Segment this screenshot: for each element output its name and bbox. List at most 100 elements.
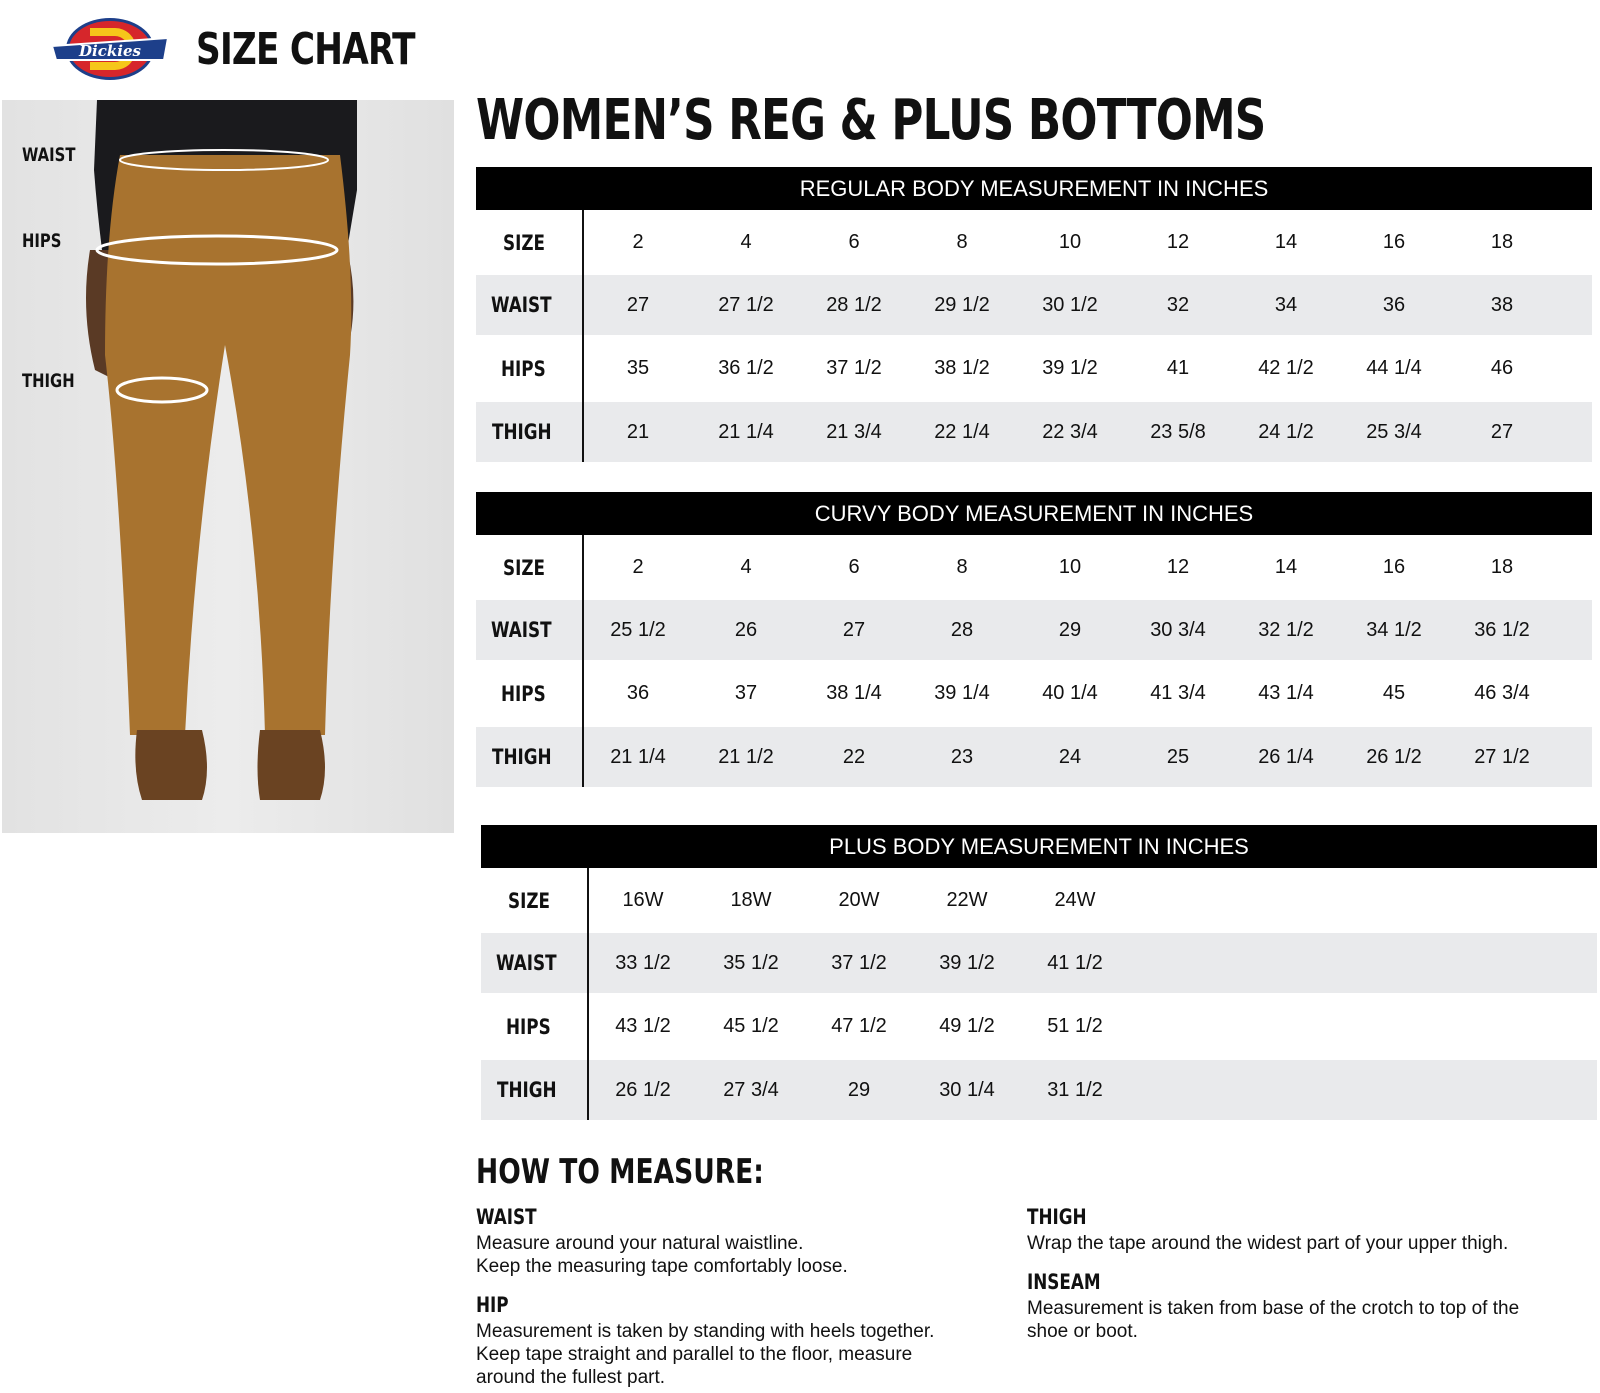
table-cell: 42 1/2 (1258, 357, 1314, 379)
table-cell: 27 1/2 (718, 293, 774, 316)
table-cell: 14 (1274, 556, 1298, 578)
svg-text:Dickies: Dickies (78, 42, 141, 60)
table-cell: 47 1/2 (831, 1015, 887, 1037)
how-to-measure-title: HOW TO MEASURE: (476, 1152, 764, 1192)
row-label: THIGH (476, 402, 584, 462)
table-title: CURVY BODY MEASUREMENT IN INCHES (814, 500, 1254, 526)
table-cell: 33 1/2 (615, 951, 671, 974)
table-cell: 27 3/4 (723, 1078, 779, 1101)
table-cell: 30 1/2 (1042, 293, 1098, 316)
table-cell: 28 1/2 (826, 293, 882, 316)
table-cell: 46 3/4 (1474, 682, 1530, 704)
size-table-curvy: CURVY BODY MEASUREMENT IN INCHES SIZE 2 4 6 8… (476, 492, 1592, 787)
table-cell: 36 1/2 (1474, 618, 1530, 641)
hip-text: Measurement is taken by standing with he… (476, 1321, 935, 1388)
thigh-text: Wrap the tape around the widest part of … (1027, 1233, 1509, 1254)
table-cell: 14 (1274, 231, 1298, 253)
table-cell: 25 1/2 (610, 618, 666, 641)
model-photo: WAIST HIPS THIGH (2, 100, 454, 833)
table-cell: 16W (622, 889, 664, 911)
table-cell: 23 (950, 745, 974, 768)
table-cell: 38 (1490, 293, 1514, 316)
table-row-waist: WAIST 27 27 1/2 28 1/2 29 1/2 30 1/2 32 34 36 38 (476, 275, 1592, 335)
table-cell: 22 (842, 745, 866, 768)
row-label: WAIST (476, 275, 584, 335)
table-cell: 26 (734, 618, 758, 641)
table-cell: 34 (1274, 293, 1298, 316)
row-label-text: SIZE (502, 230, 545, 255)
table-cell: 27 (842, 618, 866, 641)
table-cell: 29 (1058, 618, 1082, 641)
table-cell: 21 1/4 (718, 420, 774, 443)
table-cell: 36 (626, 682, 650, 704)
table-cell: 6 (848, 231, 860, 253)
size-table-regular: REGULAR BODY MEASUREMENT IN INCHES SIZE 2 4… (476, 167, 1592, 462)
table-cell: 35 (626, 357, 650, 379)
table-cell: 27 (626, 293, 650, 316)
row-label: HIPS (476, 660, 584, 727)
row-label-text: THIGH (491, 745, 552, 769)
table-cell: 25 3/4 (1366, 420, 1422, 443)
row-label: SIZE (476, 210, 584, 275)
table-cell: 46 (1490, 357, 1514, 379)
row-label: HIPS (481, 993, 589, 1060)
table-cell: 45 1/2 (723, 1015, 779, 1037)
table-cell: 25 (1166, 745, 1190, 768)
table-cell: 21 1/4 (610, 745, 666, 768)
row-label-text: WAIST (491, 618, 552, 642)
table-row-hips: HIPS 35 36 1/2 37 1/2 38 1/2 39 1/2 41 42 1/2 44… (476, 335, 1592, 402)
waist-text: Measure around your natural waistline. K… (476, 1233, 848, 1277)
table-cell: 20W (838, 889, 880, 911)
row-label: SIZE (476, 535, 584, 600)
row-label: SIZE (481, 868, 589, 933)
table-cell: 37 1/2 (831, 951, 887, 974)
table-cell: 8 (956, 231, 968, 253)
row-label-text: SIZE (502, 555, 545, 580)
table-cell: 39 1/2 (1042, 357, 1098, 379)
row-label: WAIST (476, 600, 584, 660)
table-cell: 37 (734, 682, 758, 704)
table-cell: 24 (1058, 745, 1082, 768)
table-cell: 32 1/2 (1258, 618, 1314, 641)
table-cell: 31 1/2 (1047, 1078, 1103, 1101)
photo-label-hips: HIPS (22, 230, 62, 252)
inseam-heading: INSEAM (1027, 1270, 1101, 1294)
table-cell: 16 (1382, 556, 1406, 578)
table-cell: 51 1/2 (1047, 1015, 1103, 1037)
table-title: PLUS BODY MEASUREMENT IN INCHES (829, 833, 1249, 859)
table-cell: 40 1/4 (1042, 682, 1098, 704)
table-cell: 36 1/2 (718, 357, 774, 379)
table-cell: 21 3/4 (826, 420, 882, 443)
table-cell: 32 (1166, 293, 1190, 316)
table-cell: 21 1/2 (718, 745, 774, 768)
table-cell: 2 (632, 556, 644, 578)
table-cell: 35 1/2 (723, 951, 779, 974)
table-cell: 38 1/2 (934, 357, 990, 379)
row-label-text: THIGH (491, 420, 552, 444)
table-cell: 26 1/2 (1366, 745, 1422, 768)
table-cell: 12 (1166, 556, 1190, 578)
row-label-text: SIZE (507, 888, 550, 913)
table-row-size: SIZE 16W 18W 20W 22W 24W (481, 868, 1597, 933)
table-cell: 16 (1382, 231, 1406, 253)
table-row-thigh: THIGH 26 1/2 27 3/4 29 30 1/4 31 1/2 (481, 1060, 1597, 1120)
row-label: HIPS (476, 335, 584, 402)
table-cell: 10 (1058, 231, 1082, 253)
table-row-size: SIZE 2 4 6 8 10 12 14 16 18 (476, 210, 1592, 275)
table-row-thigh: THIGH 21 21 1/4 21 3/4 22 1/4 22 3/4 23 5/8 24 … (476, 402, 1592, 462)
table-cell: 30 1/4 (939, 1078, 995, 1101)
table-cell: 38 1/4 (826, 682, 882, 704)
table-cell: 29 (847, 1078, 871, 1101)
row-label: THIGH (476, 727, 584, 787)
table-row-size: SIZE 2 4 6 8 10 12 14 16 18 (476, 535, 1592, 600)
table-cell: 45 (1382, 682, 1406, 704)
table-cell: 30 3/4 (1150, 618, 1206, 641)
table-cell: 12 (1166, 231, 1190, 253)
row-label-text: HIPS (501, 681, 546, 706)
table-cell: 18W (730, 889, 772, 911)
table-cell: 26 1/4 (1258, 745, 1314, 768)
table-cell: 2 (632, 231, 644, 253)
table-cell: 41 (1166, 357, 1190, 379)
table-cell: 4 (740, 231, 752, 253)
waist-heading: WAIST (476, 1205, 537, 1229)
